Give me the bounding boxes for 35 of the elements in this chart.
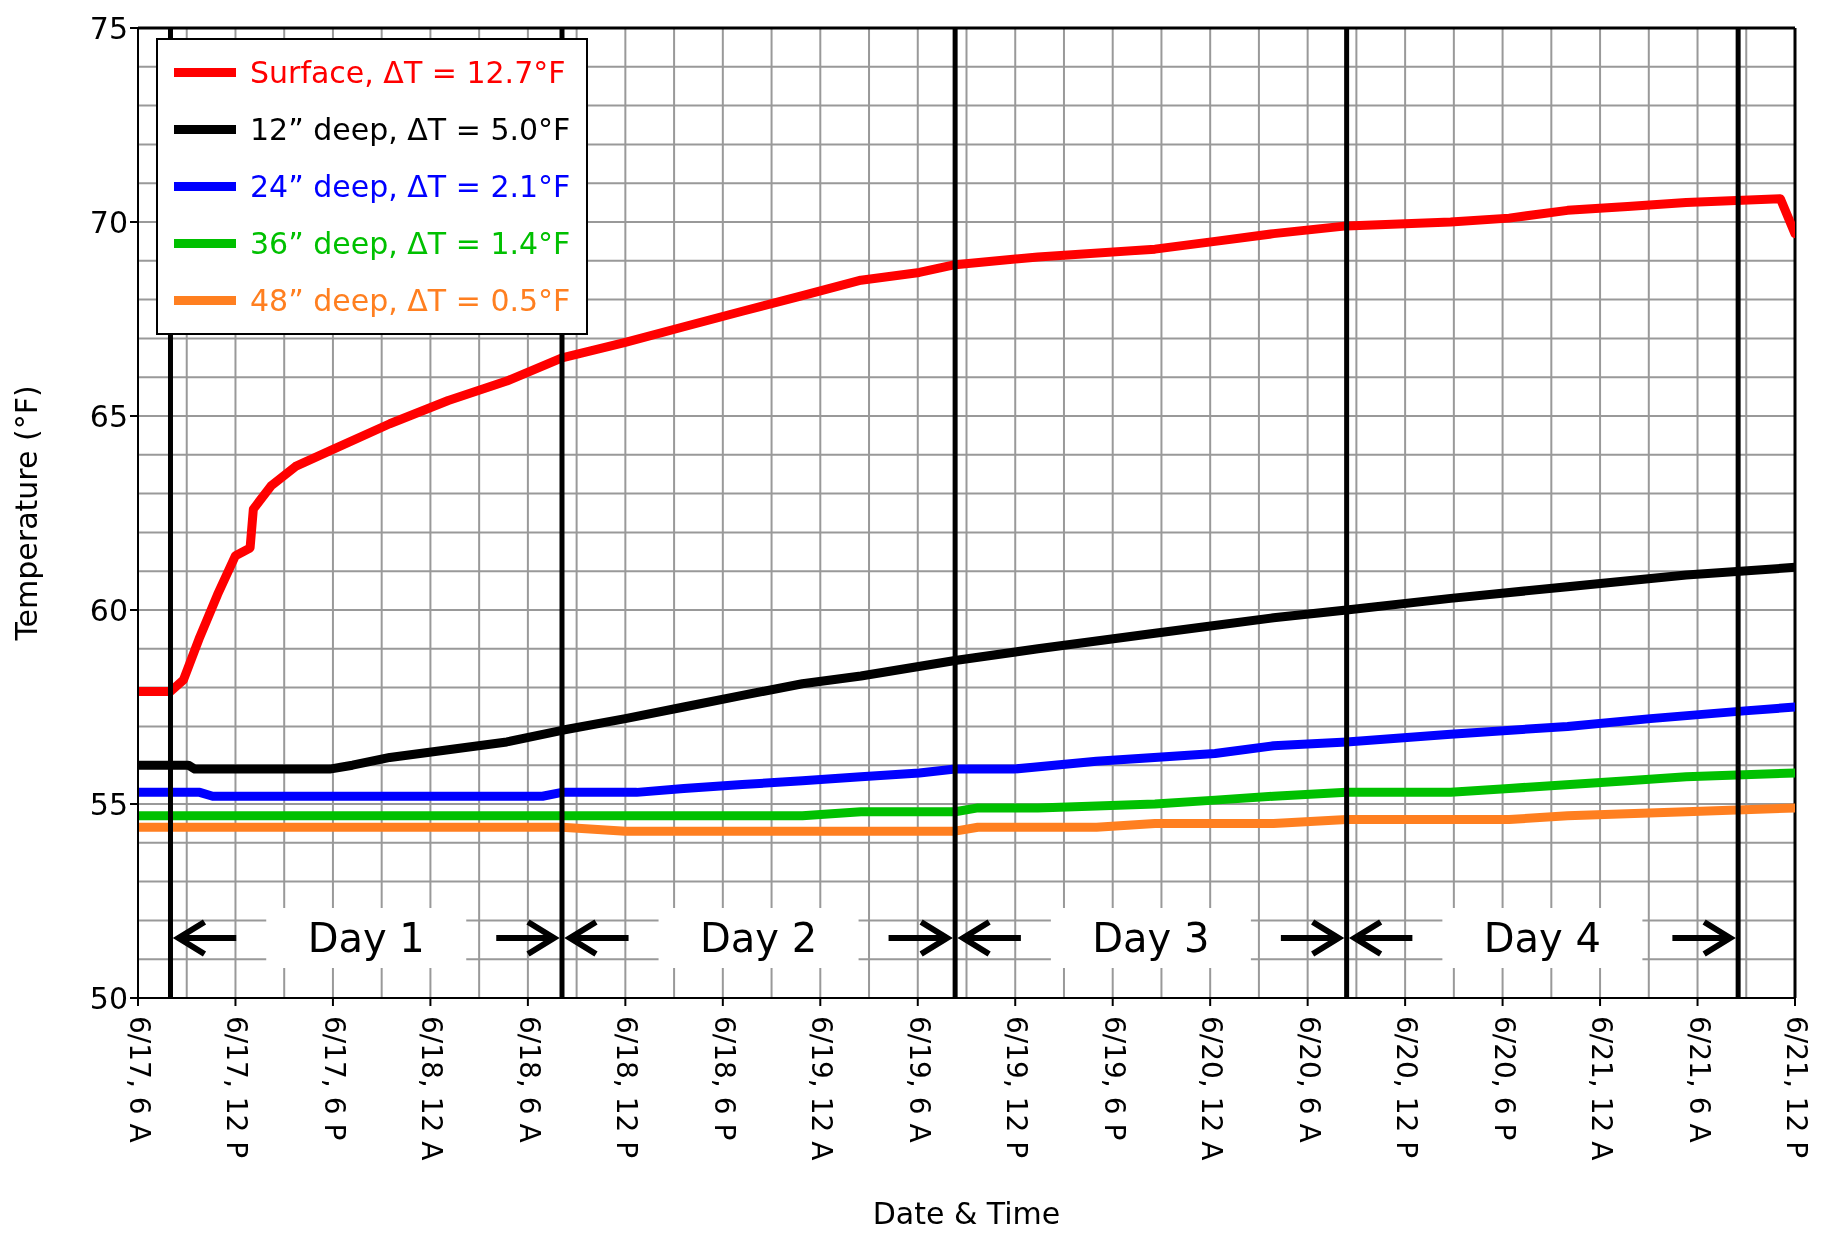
x-tick-label: 6/20, 6 A [1292, 1016, 1326, 1143]
x-tick-label: 6/18, 12 A [415, 1016, 449, 1161]
legend-label: Surface, ΔT = 12.7°F [250, 55, 566, 90]
y-tick-label: 75 [89, 10, 128, 46]
x-tick-label: 6/19, 12 A [805, 1016, 839, 1161]
x-tick-label: 6/18, 12 P [610, 1016, 644, 1159]
x-tick-label: 6/17, 12 P [220, 1016, 254, 1159]
x-tick-label: 6/21, 12 A [1585, 1016, 1619, 1161]
annotation: Day 4 [1483, 915, 1601, 961]
annotation: Day 1 [307, 915, 425, 961]
y-tick-label: 65 [89, 398, 128, 434]
x-tick-label: 6/17, 6 A [123, 1016, 156, 1143]
x-tick-label: 6/20, 12 A [1195, 1016, 1229, 1161]
legend-label: 24” deep, ΔT = 2.1°F [250, 169, 571, 204]
y-tick-label: 55 [89, 786, 128, 822]
x-tick-label: 6/19, 6 A [902, 1016, 936, 1143]
annotation: Day 2 [699, 915, 818, 961]
y-tick-label: 50 [89, 980, 128, 1016]
legend-label: 48” deep, ΔT = 0.5°F [250, 283, 571, 318]
legend-label: 12” deep, ΔT = 5.0°F [250, 112, 571, 147]
x-tick-label: 6/19, 6 P [1097, 1016, 1131, 1141]
x-tick-label: 6/18, 6 A [512, 1016, 546, 1143]
x-tick-label: 6/21, 12 P [1780, 1016, 1813, 1159]
x-tick-label: 6/20, 12 P [1390, 1016, 1424, 1159]
annotation: Day 3 [1092, 915, 1210, 961]
x-axis-title: Date & Time [872, 1196, 1061, 1231]
y-axis-title: Temperature (°F) [8, 385, 44, 642]
x-tick-label: 6/19, 12 P [1000, 1016, 1034, 1159]
legend-label: 36” deep, ΔT = 1.4°F [250, 226, 571, 261]
x-tick-label: 6/18, 6 P [707, 1016, 741, 1141]
x-tick-label: 6/20, 6 P [1487, 1016, 1521, 1141]
x-tick-label: 6/17, 6 P [317, 1016, 351, 1141]
x-tick-label: 6/21, 6 A [1682, 1016, 1716, 1143]
y-tick-label: 70 [89, 204, 128, 240]
y-tick-label: 60 [89, 592, 128, 628]
